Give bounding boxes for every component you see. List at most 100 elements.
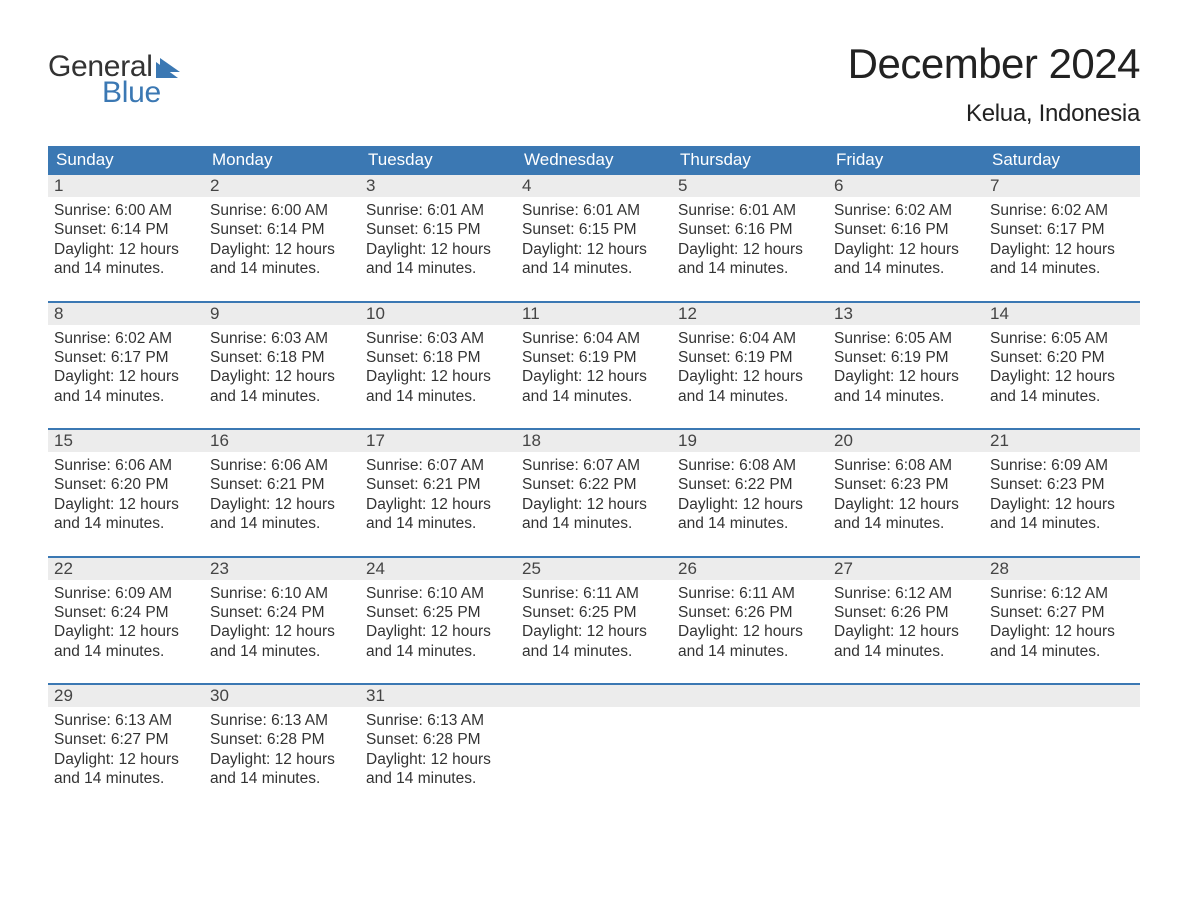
sunrise-line: Sunrise: 6:06 AM xyxy=(210,456,354,475)
day-detail: Sunrise: 6:03 AMSunset: 6:18 PMDaylight:… xyxy=(204,325,360,407)
calendar-day: 18Sunrise: 6:07 AMSunset: 6:22 PMDayligh… xyxy=(516,430,672,534)
sunset-line: Sunset: 6:22 PM xyxy=(522,475,666,494)
sunset-line: Sunset: 6:28 PM xyxy=(210,730,354,749)
sunrise-line: Sunrise: 6:10 AM xyxy=(210,584,354,603)
daylight-line-1: Daylight: 12 hours xyxy=(834,240,978,259)
daylight-line-2: and 14 minutes. xyxy=(54,514,198,533)
calendar-day: 29Sunrise: 6:13 AMSunset: 6:27 PMDayligh… xyxy=(48,685,204,789)
daylight-line-2: and 14 minutes. xyxy=(990,259,1134,278)
day-number: 17 xyxy=(360,430,516,452)
day-number: 8 xyxy=(48,303,204,325)
day-detail: Sunrise: 6:01 AMSunset: 6:15 PMDaylight:… xyxy=(516,197,672,279)
calendar-day: 6Sunrise: 6:02 AMSunset: 6:16 PMDaylight… xyxy=(828,175,984,279)
day-detail xyxy=(984,707,1140,711)
daylight-line-2: and 14 minutes. xyxy=(366,642,510,661)
calendar-day: 31Sunrise: 6:13 AMSunset: 6:28 PMDayligh… xyxy=(360,685,516,789)
daylight-line-2: and 14 minutes. xyxy=(678,514,822,533)
brand-word-2: Blue xyxy=(102,78,184,108)
daylight-line-2: and 14 minutes. xyxy=(210,769,354,788)
daylight-line-1: Daylight: 12 hours xyxy=(54,750,198,769)
sunrise-line: Sunrise: 6:01 AM xyxy=(522,201,666,220)
sunrise-line: Sunrise: 6:07 AM xyxy=(522,456,666,475)
day-number: 12 xyxy=(672,303,828,325)
sunset-line: Sunset: 6:19 PM xyxy=(678,348,822,367)
day-number: 9 xyxy=(204,303,360,325)
sunset-line: Sunset: 6:26 PM xyxy=(834,603,978,622)
calendar-day: 15Sunrise: 6:06 AMSunset: 6:20 PMDayligh… xyxy=(48,430,204,534)
sunrise-line: Sunrise: 6:04 AM xyxy=(522,329,666,348)
daylight-line-1: Daylight: 12 hours xyxy=(366,495,510,514)
day-detail: Sunrise: 6:06 AMSunset: 6:21 PMDaylight:… xyxy=(204,452,360,534)
day-number: 14 xyxy=(984,303,1140,325)
sunset-line: Sunset: 6:14 PM xyxy=(210,220,354,239)
daylight-line-2: and 14 minutes. xyxy=(210,259,354,278)
daylight-line-1: Daylight: 12 hours xyxy=(210,750,354,769)
calendar-day: 19Sunrise: 6:08 AMSunset: 6:22 PMDayligh… xyxy=(672,430,828,534)
calendar-page: General Blue December 2024 Kelua, Indone… xyxy=(0,0,1188,851)
day-detail xyxy=(828,707,984,711)
day-number: 20 xyxy=(828,430,984,452)
day-number: 24 xyxy=(360,558,516,580)
daylight-line-1: Daylight: 12 hours xyxy=(210,367,354,386)
daylight-line-1: Daylight: 12 hours xyxy=(522,240,666,259)
location-label: Kelua, Indonesia xyxy=(848,100,1140,128)
daylight-line-2: and 14 minutes. xyxy=(210,514,354,533)
calendar-day xyxy=(984,685,1140,789)
daylight-line-2: and 14 minutes. xyxy=(678,642,822,661)
month-title: December 2024 xyxy=(848,40,1140,88)
day-number: 25 xyxy=(516,558,672,580)
sunset-line: Sunset: 6:24 PM xyxy=(210,603,354,622)
daylight-line-2: and 14 minutes. xyxy=(522,642,666,661)
calendar-day: 8Sunrise: 6:02 AMSunset: 6:17 PMDaylight… xyxy=(48,303,204,407)
daylight-line-1: Daylight: 12 hours xyxy=(366,750,510,769)
daylight-line-2: and 14 minutes. xyxy=(834,514,978,533)
calendar-day: 5Sunrise: 6:01 AMSunset: 6:16 PMDaylight… xyxy=(672,175,828,279)
sunrise-line: Sunrise: 6:04 AM xyxy=(678,329,822,348)
daylight-line-2: and 14 minutes. xyxy=(678,259,822,278)
sunrise-line: Sunrise: 6:02 AM xyxy=(54,329,198,348)
sunset-line: Sunset: 6:21 PM xyxy=(210,475,354,494)
day-number: 19 xyxy=(672,430,828,452)
sunset-line: Sunset: 6:23 PM xyxy=(990,475,1134,494)
daylight-line-1: Daylight: 12 hours xyxy=(366,367,510,386)
day-number xyxy=(828,685,984,707)
day-detail: Sunrise: 6:01 AMSunset: 6:15 PMDaylight:… xyxy=(360,197,516,279)
daylight-line-1: Daylight: 12 hours xyxy=(678,367,822,386)
sunrise-line: Sunrise: 6:01 AM xyxy=(678,201,822,220)
day-detail: Sunrise: 6:12 AMSunset: 6:26 PMDaylight:… xyxy=(828,580,984,662)
daylight-line-1: Daylight: 12 hours xyxy=(210,495,354,514)
day-detail xyxy=(672,707,828,711)
daylight-line-1: Daylight: 12 hours xyxy=(834,367,978,386)
day-detail: Sunrise: 6:00 AMSunset: 6:14 PMDaylight:… xyxy=(48,197,204,279)
calendar-day: 14Sunrise: 6:05 AMSunset: 6:20 PMDayligh… xyxy=(984,303,1140,407)
day-detail: Sunrise: 6:07 AMSunset: 6:21 PMDaylight:… xyxy=(360,452,516,534)
daylight-line-2: and 14 minutes. xyxy=(522,387,666,406)
daylight-line-1: Daylight: 12 hours xyxy=(522,495,666,514)
day-detail: Sunrise: 6:08 AMSunset: 6:22 PMDaylight:… xyxy=(672,452,828,534)
daylight-line-2: and 14 minutes. xyxy=(366,387,510,406)
day-number: 28 xyxy=(984,558,1140,580)
daylight-line-2: and 14 minutes. xyxy=(834,259,978,278)
weekday-header: Saturday xyxy=(984,146,1140,175)
day-number: 26 xyxy=(672,558,828,580)
sunset-line: Sunset: 6:18 PM xyxy=(210,348,354,367)
sunset-line: Sunset: 6:15 PM xyxy=(366,220,510,239)
daylight-line-1: Daylight: 12 hours xyxy=(834,622,978,641)
weekday-header: Tuesday xyxy=(360,146,516,175)
day-number: 3 xyxy=(360,175,516,197)
sunrise-line: Sunrise: 6:03 AM xyxy=(210,329,354,348)
page-header: General Blue December 2024 Kelua, Indone… xyxy=(48,40,1140,128)
sunset-line: Sunset: 6:25 PM xyxy=(366,603,510,622)
daylight-line-1: Daylight: 12 hours xyxy=(834,495,978,514)
day-detail: Sunrise: 6:11 AMSunset: 6:25 PMDaylight:… xyxy=(516,580,672,662)
sunset-line: Sunset: 6:25 PM xyxy=(522,603,666,622)
calendar-day: 17Sunrise: 6:07 AMSunset: 6:21 PMDayligh… xyxy=(360,430,516,534)
day-detail: Sunrise: 6:04 AMSunset: 6:19 PMDaylight:… xyxy=(672,325,828,407)
day-number xyxy=(984,685,1140,707)
day-number: 29 xyxy=(48,685,204,707)
calendar-week: 1Sunrise: 6:00 AMSunset: 6:14 PMDaylight… xyxy=(48,175,1140,279)
sunset-line: Sunset: 6:17 PM xyxy=(54,348,198,367)
day-detail: Sunrise: 6:09 AMSunset: 6:23 PMDaylight:… xyxy=(984,452,1140,534)
sunrise-line: Sunrise: 6:00 AM xyxy=(54,201,198,220)
calendar-day: 22Sunrise: 6:09 AMSunset: 6:24 PMDayligh… xyxy=(48,558,204,662)
